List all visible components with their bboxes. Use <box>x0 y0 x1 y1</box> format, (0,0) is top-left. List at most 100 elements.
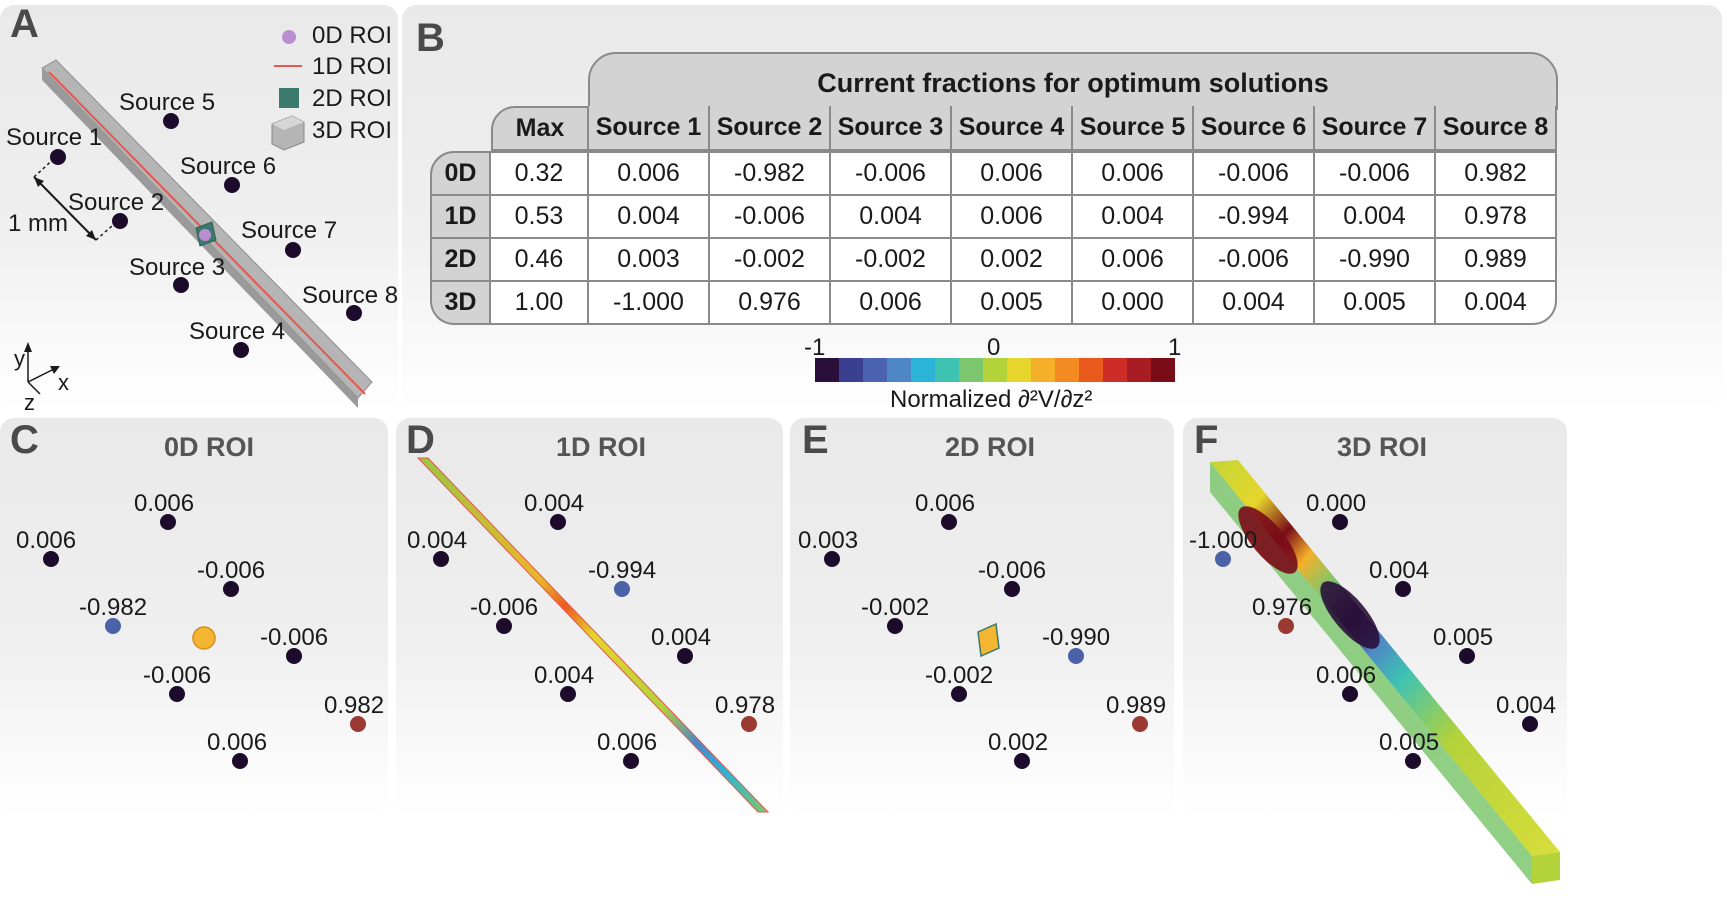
cell: 0.003 <box>589 239 710 282</box>
c-source-3-dot <box>169 686 185 702</box>
d-value-source-2: -0.006 <box>470 594 539 621</box>
cell: 0.004 <box>1194 282 1315 325</box>
source-6-dot <box>224 177 240 193</box>
source-4-dot <box>233 342 249 358</box>
source-1-dot <box>50 149 66 165</box>
axis-y-label: y <box>14 346 25 371</box>
d-source-6-dot <box>614 581 630 597</box>
panel-letter-c: C <box>10 418 39 462</box>
d-source-1-dot <box>433 551 449 567</box>
c-source-6-dot <box>223 581 239 597</box>
cell: -0.006 <box>1194 151 1315 196</box>
f-source-6-dot <box>1395 581 1411 597</box>
cell: 0.005 <box>952 282 1073 325</box>
cell: -1.000 <box>589 282 710 325</box>
colorbar-swatch <box>887 358 911 382</box>
source-2-dot <box>112 213 128 229</box>
e-value-source-8: 0.989 <box>1106 692 1167 719</box>
c-value-source-4: 0.006 <box>207 729 268 756</box>
table-row: 2D 0.46 0.003 -0.002 -0.002 0.002 0.006 … <box>430 239 1557 282</box>
c-source-1-dot <box>43 551 59 567</box>
d-value-source-6: -0.994 <box>588 557 657 584</box>
d-value-source-4: 0.006 <box>597 729 658 756</box>
colorbar-mid-label: 0 <box>987 334 1001 361</box>
cell: 0.978 <box>1436 196 1557 239</box>
e-source-1-dot <box>824 551 840 567</box>
cell: -0.990 <box>1315 239 1436 282</box>
col-header-source-5: Source 5 <box>1073 106 1194 151</box>
c-value-source-1: 0.006 <box>16 527 77 554</box>
cell: 0.004 <box>589 196 710 239</box>
cell: -0.002 <box>831 239 952 282</box>
colorbar <box>815 358 1175 382</box>
d-source-2-dot <box>496 618 512 634</box>
scale-bar-label: 1 mm <box>8 210 68 237</box>
e-value-source-2: -0.002 <box>861 594 930 621</box>
col-header-source-3: Source 3 <box>831 106 952 151</box>
c-source-8-dot <box>350 716 366 732</box>
colorbar-swatch <box>1151 358 1175 382</box>
colorbar-swatch <box>1055 358 1079 382</box>
cell: 1.00 <box>491 282 589 325</box>
d-value-source-8: 0.978 <box>715 692 776 719</box>
cell: 0.006 <box>831 282 952 325</box>
col-header-source-4: Source 4 <box>952 106 1073 151</box>
table-row: 0D 0.32 0.006 -0.982 -0.006 0.006 0.006 … <box>430 151 1557 196</box>
cell: 0.004 <box>1073 196 1194 239</box>
source-1-label: Source 1 <box>6 124 103 151</box>
row-header-1d: 1D <box>430 196 491 239</box>
cell: 0.002 <box>952 239 1073 282</box>
row-header-3d: 3D <box>430 282 491 325</box>
cell: 0.982 <box>1436 151 1557 196</box>
panel-d-title: 1D ROI <box>556 432 647 462</box>
results-table: Max Source 1 Source 2 Source 3 Source 4 … <box>430 106 1557 325</box>
d-source-3-dot <box>560 686 576 702</box>
f-value-source-2: 0.976 <box>1252 594 1313 621</box>
panel-letter-e: E <box>802 418 829 462</box>
table-row: 3D 1.00 -1.000 0.976 0.006 0.005 0.000 0… <box>430 282 1557 325</box>
row-header-2d: 2D <box>430 239 491 282</box>
e-source-5-dot <box>941 514 957 530</box>
colorbar-swatch <box>1103 358 1127 382</box>
cell: 0.989 <box>1436 239 1557 282</box>
colorbar-swatch <box>863 358 887 382</box>
col-header-max: Max <box>491 106 589 151</box>
source-8-label: Source 8 <box>302 282 399 309</box>
source-2-label: Source 2 <box>68 189 165 216</box>
legend-1d: 1D ROI <box>312 53 393 80</box>
source-6-label: Source 6 <box>180 153 277 180</box>
source-3-dot <box>173 277 189 293</box>
cell: -0.006 <box>1194 239 1315 282</box>
cell: 0.006 <box>952 196 1073 239</box>
e-source-2-dot <box>887 618 903 634</box>
f-source-5-dot <box>1332 514 1348 530</box>
d-source-5-dot <box>550 514 566 530</box>
colorbar-swatch <box>1007 358 1031 382</box>
c-value-source-2: -0.982 <box>79 594 148 621</box>
d-source-8-dot <box>741 716 757 732</box>
cell: -0.982 <box>710 151 831 196</box>
e-value-source-4: 0.002 <box>988 729 1049 756</box>
cell: 0.004 <box>1315 196 1436 239</box>
f-source-3-dot <box>1342 686 1358 702</box>
c-source-7-dot <box>286 648 302 664</box>
cell: 0.004 <box>1436 282 1557 325</box>
f-value-source-1: -1.000 <box>1189 527 1258 554</box>
colorbar-swatch <box>959 358 983 382</box>
legend-0d: 0D ROI <box>312 22 393 49</box>
f-value-source-3: 0.006 <box>1316 662 1377 689</box>
c-value-source-8: 0.982 <box>324 692 385 719</box>
e-source-8-dot <box>1132 716 1148 732</box>
f-source-7-dot <box>1459 648 1475 664</box>
e-source-6-dot <box>1004 581 1020 597</box>
colorbar-min-label: -1 <box>804 334 826 361</box>
colorbar-label: Normalized ∂²V/∂z² <box>890 386 1093 413</box>
panel-e-title: 2D ROI <box>945 432 1036 462</box>
col-header-source-8: Source 8 <box>1436 106 1557 151</box>
colorbar-swatch <box>1127 358 1151 382</box>
d-value-source-3: 0.004 <box>534 662 595 689</box>
f-value-source-5: 0.000 <box>1306 490 1367 517</box>
cell: 0.006 <box>589 151 710 196</box>
f-value-source-4: 0.005 <box>1379 729 1440 756</box>
source-3-label: Source 3 <box>129 254 226 281</box>
